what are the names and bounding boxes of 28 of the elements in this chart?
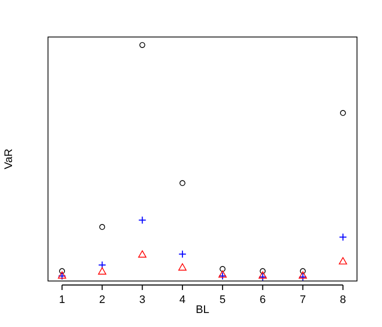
x-tick-label: 7 xyxy=(300,294,306,306)
point xyxy=(59,268,65,274)
point xyxy=(260,268,266,274)
point xyxy=(300,268,306,274)
point xyxy=(178,263,187,271)
x-tick-label: 3 xyxy=(139,294,146,306)
point xyxy=(338,233,347,242)
point xyxy=(99,224,106,230)
point xyxy=(138,216,146,224)
point xyxy=(218,270,227,278)
point xyxy=(98,267,106,275)
point xyxy=(340,110,346,116)
x-tick-label: 6 xyxy=(260,294,266,306)
point xyxy=(139,42,146,48)
x-tick-label: 5 xyxy=(220,294,226,306)
x-tick-label: 4 xyxy=(179,294,186,306)
point xyxy=(218,272,227,280)
point xyxy=(138,250,146,258)
point xyxy=(180,180,186,186)
x-tick-label: 1 xyxy=(58,294,66,306)
x-tick-label: 8 xyxy=(340,294,346,306)
point xyxy=(98,260,106,269)
point xyxy=(220,266,226,272)
point xyxy=(178,250,186,258)
x-axis-title: BL xyxy=(196,304,210,316)
point xyxy=(338,257,348,264)
x-tick-label: 2 xyxy=(99,294,106,306)
y-axis-title: VaR xyxy=(3,148,15,170)
